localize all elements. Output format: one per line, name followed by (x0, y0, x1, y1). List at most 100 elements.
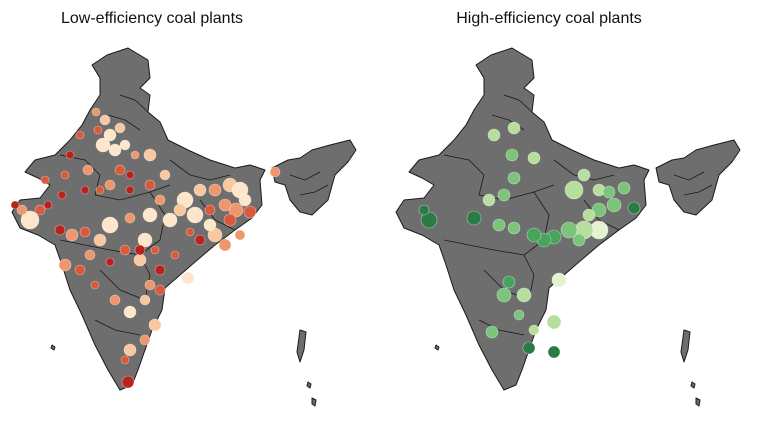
coal-plant-dot (513, 309, 525, 321)
coal-plant-dot (65, 150, 75, 160)
coal-plant-dot (466, 210, 482, 226)
coal-plant-dot (82, 164, 94, 176)
coal-plant-dot (95, 185, 105, 195)
coal-plant-dot (105, 257, 115, 267)
coal-plant-dot (99, 114, 111, 126)
coal-plant-dot (572, 233, 586, 247)
coal-plant-dot (65, 228, 79, 242)
coal-plant-dot (57, 190, 67, 200)
coal-plant-dot (547, 345, 561, 359)
coal-plant-dot (139, 334, 151, 346)
coal-plant-dot (80, 185, 90, 195)
india-outline (11, 47, 357, 407)
coal-plant-dot (185, 227, 195, 237)
coal-plant-dot (123, 305, 137, 319)
coal-plant-dot (162, 212, 178, 228)
coal-plant-dot (150, 245, 160, 255)
coal-plant-dot (121, 375, 135, 389)
coal-plant-dot (492, 218, 506, 232)
coal-plant-dot (114, 122, 126, 134)
coal-plant-dot (617, 181, 631, 195)
coal-plant-dot (144, 279, 156, 291)
coal-plant-dot (551, 272, 567, 288)
coal-plant-dot (606, 197, 622, 213)
coal-plant-dot (75, 130, 85, 140)
high-efficiency-panel: High-efficiency coal plants (384, 0, 768, 432)
coal-plant-dot (54, 224, 66, 236)
coal-plant-dot (125, 185, 135, 195)
low-efficiency-title: Low-efficiency coal plants (60, 10, 244, 27)
coal-plant-dot (482, 193, 496, 207)
coal-plant-dot (123, 343, 137, 357)
coal-plant-dot (238, 193, 252, 207)
coal-plant-dot (133, 253, 147, 267)
coal-plant-dot (154, 194, 166, 206)
coal-plant-dot (546, 314, 562, 330)
coal-plant-dot (502, 275, 516, 289)
low-efficiency-plants (10, 107, 281, 389)
coal-plant-dot (218, 198, 232, 212)
coal-plant-dot (74, 264, 86, 276)
coal-plant-dot (137, 232, 153, 248)
coal-plant-dot (173, 203, 187, 217)
coal-plant-dot (193, 183, 207, 197)
coal-plant-dot (103, 128, 117, 142)
coal-plant-dot (142, 207, 158, 223)
coal-plant-dot (40, 175, 50, 185)
high-efficiency-plants (418, 121, 641, 359)
high-efficiency-map (395, 47, 741, 407)
coal-plant-dot (43, 200, 53, 210)
coal-plant-dot (170, 250, 180, 260)
coal-plant-dot (507, 221, 521, 235)
coal-plant-dot (95, 137, 111, 153)
coal-plant-dot (130, 150, 140, 160)
coal-plant-dot (109, 294, 121, 306)
coal-plant-dot (84, 249, 96, 261)
coal-plant-dot (60, 170, 70, 180)
coal-plant-dot (218, 238, 232, 252)
coal-plant-dot (526, 227, 542, 243)
coal-plant-dot (119, 139, 131, 151)
coal-plant-dot (148, 318, 162, 332)
coal-plant-dot (143, 148, 157, 162)
coal-plant-dot (124, 212, 136, 224)
coal-plant-dot (208, 183, 222, 197)
coal-plant-dot (114, 164, 126, 176)
coal-plant-dot (204, 204, 216, 216)
coal-plant-dot (223, 213, 237, 227)
coal-plant-dot (522, 341, 536, 355)
coal-plant-dot (234, 229, 246, 241)
coal-plant-dot (93, 233, 107, 247)
coal-plant-dot (269, 166, 281, 178)
coal-plant-dot (58, 258, 72, 272)
coal-plant-dot (108, 143, 122, 157)
coal-plant-dot (90, 280, 100, 290)
coal-plant-dot (627, 201, 641, 215)
coal-plant-dot (16, 204, 28, 216)
coal-plant-dot (507, 171, 521, 185)
coal-plant-dot (125, 170, 135, 180)
coal-plant-dot (154, 264, 166, 276)
coal-plant-dot (119, 244, 131, 256)
coal-plant-dot (228, 202, 244, 218)
coal-plant-dot (497, 188, 511, 202)
coal-plant-dot (134, 244, 146, 256)
coal-plant-dot (186, 206, 204, 224)
high-efficiency-title: High-efficiency coal plants (456, 10, 642, 27)
coal-plant-dot (496, 287, 512, 303)
coal-plant-dot (159, 169, 171, 181)
coal-plant-dot (505, 148, 519, 162)
india-outline (395, 47, 741, 407)
coal-plant-dot (154, 284, 166, 296)
coal-plant-dot (79, 226, 91, 238)
coal-plant-dot (10, 200, 20, 210)
coal-plant-dot (93, 125, 103, 135)
coal-plant-dot (20, 210, 40, 230)
coal-plant-dot (564, 180, 584, 200)
coal-plant-dot (101, 216, 119, 234)
coal-plant-dot (507, 121, 521, 135)
coal-plant-dot (516, 287, 532, 303)
coal-plant-dot (203, 218, 217, 232)
coal-plant-dot (560, 221, 578, 239)
coal-plant-dot (487, 128, 501, 142)
